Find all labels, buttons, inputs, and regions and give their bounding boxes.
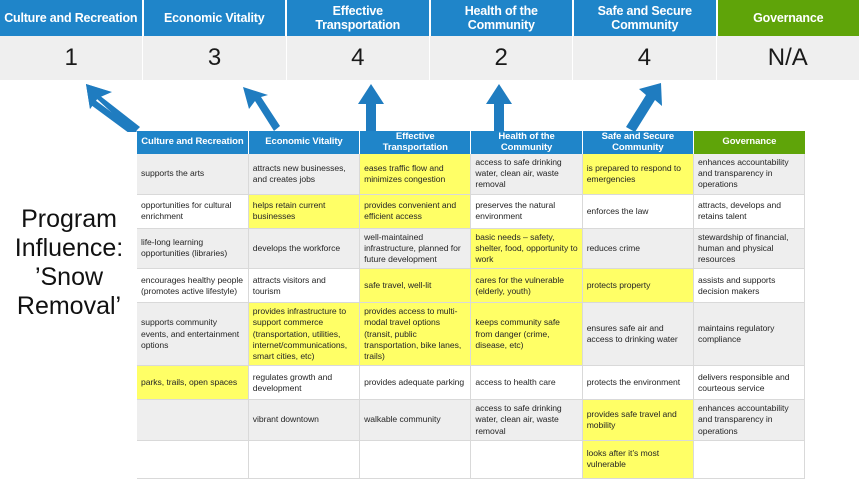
matrix-cell: provides adequate parking bbox=[360, 366, 471, 400]
matrix-cell: delivers responsible and courteous servi… bbox=[693, 366, 804, 400]
scorecard-header-label: Safe and Secure Community bbox=[578, 4, 712, 32]
scorecard-header-effective-transportation[interactable]: Effective Transportation bbox=[287, 0, 431, 36]
matrix-cell: assists and supports decision makers bbox=[693, 269, 804, 303]
matrix-cell: eases traffic flow and minimizes congest… bbox=[360, 154, 471, 194]
matrix-cell: access to safe drinking water, clean air… bbox=[471, 154, 582, 194]
matrix-cell: protects the environment bbox=[582, 366, 693, 400]
table-row: supports community events, and entertain… bbox=[137, 303, 805, 366]
table-row: encourages healthy people (promotes acti… bbox=[137, 269, 805, 303]
matrix-cell bbox=[471, 440, 582, 478]
table-row: supports the arts attracts new businesse… bbox=[137, 154, 805, 194]
matrix-header-health-of-the-community[interactable]: Health of the Community bbox=[471, 131, 582, 154]
matrix-cell: access to safe drinking water, clean air… bbox=[471, 400, 582, 441]
matrix-cell: life-long learning opportunities (librar… bbox=[137, 228, 248, 269]
matrix-cell: protects property bbox=[582, 269, 693, 303]
matrix-cell: maintains regulatory compliance bbox=[693, 303, 804, 366]
matrix-header-governance[interactable]: Governance bbox=[693, 131, 804, 154]
matrix-cell bbox=[137, 400, 248, 441]
matrix-cell: ensures safe air and access to drinking … bbox=[582, 303, 693, 366]
scorecard-header-economic-vitality[interactable]: Economic Vitality bbox=[144, 0, 288, 36]
matrix-cell: develops the workforce bbox=[248, 228, 359, 269]
table-row: looks after it’s most vulnerable bbox=[137, 440, 805, 478]
scorecard-header-label: Governance bbox=[753, 11, 823, 25]
table-row: life-long learning opportunities (librar… bbox=[137, 228, 805, 269]
table-row: parks, trails, open spaces regulates gro… bbox=[137, 366, 805, 400]
matrix-cell: supports community events, and entertain… bbox=[137, 303, 248, 366]
table-row: opportunities for cultural enrichment he… bbox=[137, 194, 805, 228]
matrix-cell: enhances accountability and transparency… bbox=[693, 400, 804, 441]
scorecard-header-culture-and-recreation[interactable]: Culture and Recreation bbox=[0, 0, 144, 36]
caption-line-1: Program bbox=[6, 205, 132, 234]
matrix-cell: regulates growth and development bbox=[248, 366, 359, 400]
matrix-cell: attracts, develops and retains talent bbox=[693, 194, 804, 228]
matrix-cell: is prepared to respond to emergencies bbox=[582, 154, 693, 194]
matrix-cell: stewardship of financial, human and phys… bbox=[693, 228, 804, 269]
matrix-header-economic-vitality[interactable]: Economic Vitality bbox=[248, 131, 359, 154]
matrix-cell: keeps community safe from danger (crime,… bbox=[471, 303, 582, 366]
caption-line-4: Removal’ bbox=[6, 292, 132, 321]
arrow-up-right-icon bbox=[626, 83, 662, 132]
scorecard-banner: Culture and Recreation Economic Vitality… bbox=[0, 0, 859, 80]
table-row: vibrant downtown walkable community acce… bbox=[137, 400, 805, 441]
matrix-cell: provides access to multi-modal travel op… bbox=[360, 303, 471, 366]
matrix-cell: reduces crime bbox=[582, 228, 693, 269]
matrix-cell: enforces the law bbox=[582, 194, 693, 228]
scorecard-score-row: 1 3 4 2 4 N/A bbox=[0, 36, 859, 80]
arrow-up-icon bbox=[486, 84, 512, 131]
matrix-cell: preserves the natural environment bbox=[471, 194, 582, 228]
matrix-cell: parks, trails, open spaces bbox=[137, 366, 248, 400]
scorecard-score-effective-transportation: 4 bbox=[287, 36, 430, 80]
arrow-up-left-icon bbox=[243, 87, 280, 131]
matrix-cell: opportunities for cultural enrichment bbox=[137, 194, 248, 228]
arrow-up-left-icon bbox=[86, 84, 140, 132]
influence-matrix-table: Culture and Recreation Economic Vitality… bbox=[137, 131, 805, 479]
scorecard-header-safe-and-secure-community[interactable]: Safe and Secure Community bbox=[574, 0, 718, 36]
matrix-cell: encourages healthy people (promotes acti… bbox=[137, 269, 248, 303]
matrix-cell: basic needs – safety, shelter, food, opp… bbox=[471, 228, 582, 269]
matrix-header-culture-and-recreation[interactable]: Culture and Recreation bbox=[137, 131, 248, 154]
matrix-cell: attracts new businesses, and creates job… bbox=[248, 154, 359, 194]
scorecard-score-health-of-the-community: 2 bbox=[430, 36, 573, 80]
scorecard-header-label: Effective Transportation bbox=[291, 4, 425, 32]
scorecard-header-row: Culture and Recreation Economic Vitality… bbox=[0, 0, 859, 36]
matrix-header-effective-transportation[interactable]: Effective Transportation bbox=[360, 131, 471, 154]
program-influence-caption: Program Influence: ’Snow Removal’ bbox=[6, 205, 132, 321]
matrix-cell bbox=[137, 440, 248, 478]
matrix-cell: provides infrastructure to support comme… bbox=[248, 303, 359, 366]
caption-line-2: Influence: bbox=[6, 234, 132, 263]
scorecard-score-economic-vitality: 3 bbox=[143, 36, 286, 80]
matrix-cell: helps retain current businesses bbox=[248, 194, 359, 228]
scorecard-header-health-of-the-community[interactable]: Health of the Community bbox=[431, 0, 575, 36]
matrix-cell: provides safe travel and mobility bbox=[582, 400, 693, 441]
scorecard-score-governance: N/A bbox=[717, 36, 859, 80]
matrix-cell: vibrant downtown bbox=[248, 400, 359, 441]
scorecard-header-label: Culture and Recreation bbox=[4, 11, 137, 25]
scorecard-header-label: Health of the Community bbox=[435, 4, 569, 32]
matrix-cell bbox=[248, 440, 359, 478]
matrix-cell: looks after it’s most vulnerable bbox=[582, 440, 693, 478]
matrix-cell: supports the arts bbox=[137, 154, 248, 194]
matrix-cell: access to health care bbox=[471, 366, 582, 400]
scorecard-score-culture-and-recreation: 1 bbox=[0, 36, 143, 80]
matrix-cell bbox=[693, 440, 804, 478]
scorecard-score-safe-and-secure-community: 4 bbox=[573, 36, 716, 80]
arrow-up-icon bbox=[358, 84, 384, 131]
caption-line-3: ’Snow bbox=[6, 263, 132, 292]
matrix-cell: safe travel, well-lit bbox=[360, 269, 471, 303]
matrix-cell bbox=[360, 440, 471, 478]
matrix-cell: cares for the vulnerable (elderly, youth… bbox=[471, 269, 582, 303]
scorecard-header-label: Economic Vitality bbox=[164, 11, 265, 25]
matrix-cell: well-maintained infrastructure, planned … bbox=[360, 228, 471, 269]
scorecard-header-governance[interactable]: Governance bbox=[718, 0, 859, 36]
matrix-cell: walkable community bbox=[360, 400, 471, 441]
matrix-cell: provides convenient and efficient access bbox=[360, 194, 471, 228]
matrix-header-row: Culture and Recreation Economic Vitality… bbox=[137, 131, 805, 154]
matrix-header-safe-and-secure-community[interactable]: Safe and Secure Community bbox=[582, 131, 693, 154]
matrix-cell: attracts visitors and tourism bbox=[248, 269, 359, 303]
arrow-group bbox=[0, 80, 859, 132]
matrix-cell: enhances accountability and transparency… bbox=[693, 154, 804, 194]
